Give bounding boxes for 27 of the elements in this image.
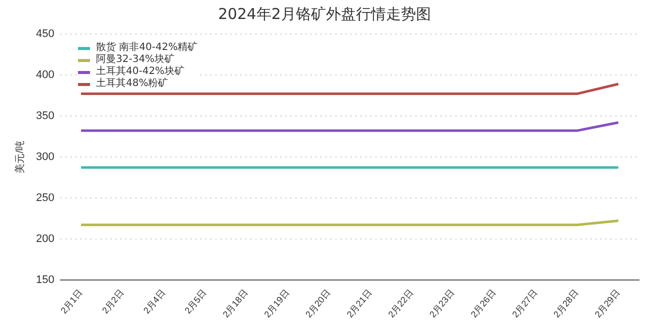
legend-label: 阿曼32-34%块矿 bbox=[96, 54, 175, 66]
y-tick-label: 450 bbox=[36, 28, 54, 40]
x-tick-label: 2月29日 bbox=[592, 288, 622, 320]
x-tick-label: 2月19日 bbox=[262, 288, 292, 320]
y-tick-label: 200 bbox=[36, 232, 54, 245]
y-tick-label: 400 bbox=[36, 68, 54, 81]
y-tick-label: 350 bbox=[36, 110, 54, 122]
x-tick-label: 2月1日 bbox=[58, 288, 84, 316]
y-tick-label: 150 bbox=[36, 274, 54, 286]
legend-label: 土耳其48%粉矿 bbox=[96, 78, 168, 90]
x-tick-label: 2月27日 bbox=[510, 288, 540, 320]
chart-title: 2024年2月铬矿外盘行情走势图 bbox=[218, 4, 431, 23]
y-axis-title: 美元/吨 bbox=[14, 140, 26, 174]
x-tick-label: 2月4日 bbox=[141, 288, 168, 316]
y-tick-label: 300 bbox=[36, 150, 54, 163]
x-tick-label: 2月21日 bbox=[344, 288, 374, 320]
x-tick-label: 2月28日 bbox=[552, 288, 580, 320]
y-tick-label: 250 bbox=[36, 192, 54, 204]
legend-label: 土耳其40-42%块矿 bbox=[96, 66, 185, 78]
x-tick-label: 2月18日 bbox=[220, 288, 250, 320]
x-tick-label: 2月20日 bbox=[304, 288, 332, 320]
x-tick-label: 2月22日 bbox=[386, 288, 416, 320]
x-tick-label: 2月23日 bbox=[428, 288, 456, 320]
x-tick-label: 2月5日 bbox=[182, 288, 208, 316]
x-tick-label: 2月26日 bbox=[468, 288, 498, 320]
x-tick-label: 2月2日 bbox=[100, 288, 126, 316]
legend-label: 散货 南非40-42%精矿 bbox=[96, 42, 198, 54]
